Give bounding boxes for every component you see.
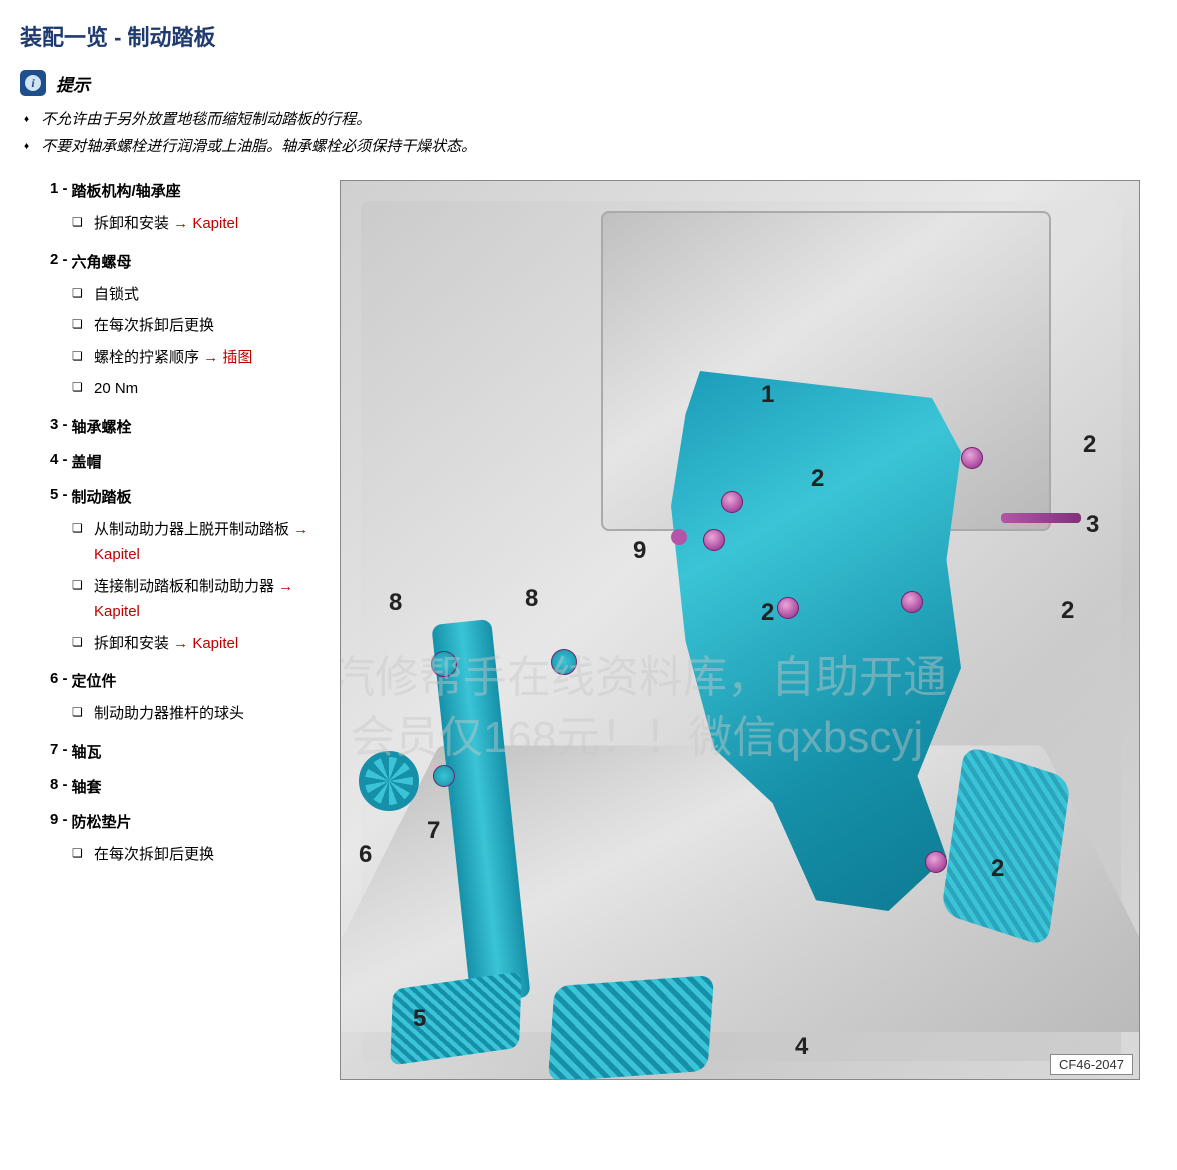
callout-label: 9 xyxy=(633,537,646,565)
part-block: 9 - 防松垫片在每次拆卸后更换 xyxy=(50,811,320,868)
part-block: 5 - 制动踏板从制动助力器上脱开制动踏板 → Kapitel 连接制动踏板和制动… xyxy=(50,486,320,657)
tip-header: i 提示 xyxy=(20,70,1157,96)
cap-4 xyxy=(548,975,714,1080)
part-sub-list: 自锁式在每次拆卸后更换螺栓的拧紧顺序 → 插图 20 Nm xyxy=(50,282,320,402)
part-block: 1 - 踏板机构/轴承座拆卸和安装 → Kapitel xyxy=(50,180,320,237)
callout-label: 4 xyxy=(795,1033,808,1061)
part-sub-list: 制动助力器推杆的球头 xyxy=(50,701,320,727)
exploded-figure: CF46-2047 汽修帮手在线资料库，自助开通会员仅168元！！微信qxbsc… xyxy=(340,180,1140,1080)
part-block: 8 - 轴套 xyxy=(50,776,320,797)
callout-label: 8 xyxy=(389,589,402,617)
part-sub-list: 从制动助力器上脱开制动踏板 → Kapitel 连接制动踏板和制动助力器 → Ka… xyxy=(50,517,320,657)
part-sub-list: 拆卸和安装 → Kapitel xyxy=(50,211,320,237)
page-title: 装配一览 - 制动踏板 xyxy=(20,20,1157,52)
accel-pedal-shape xyxy=(941,745,1071,948)
info-icon: i xyxy=(20,70,46,96)
part-header: 8 - 轴套 xyxy=(50,776,320,797)
part-sub-item: 拆卸和安装 → Kapitel xyxy=(72,631,320,657)
parts-list: 1 - 踏板机构/轴承座拆卸和安装 → Kapitel 2 - 六角螺母自锁式在每… xyxy=(20,180,320,881)
nut-shape xyxy=(901,591,923,613)
bushing-7 xyxy=(433,765,455,787)
part-sub-item: 制动助力器推杆的球头 xyxy=(72,701,320,727)
part-sub-item: 自锁式 xyxy=(72,282,320,308)
nut-shape xyxy=(925,851,947,873)
tip-item: 不允许由于另外放置地毯而缩短制动踏板的行程。 xyxy=(24,106,1157,133)
part-sub-item: 在每次拆卸后更换 xyxy=(72,313,320,339)
part-sub-item: 从制动助力器上脱开制动踏板 → Kapitel xyxy=(72,517,320,568)
part-sub-item: 20 Nm xyxy=(72,376,320,402)
tip-item: 不要对轴承螺栓进行润滑或上油脂。轴承螺栓必须保持干燥状态。 xyxy=(24,133,1157,160)
part-header: 9 - 防松垫片 xyxy=(50,811,320,832)
sleeve-8b xyxy=(551,649,577,675)
part-sub-item: 连接制动踏板和制动助力器 → Kapitel xyxy=(72,574,320,625)
part-header: 7 - 轴瓦 xyxy=(50,741,320,762)
tip-label: 提示 xyxy=(56,71,90,96)
part-block: 2 - 六角螺母自锁式在每次拆卸后更换螺栓的拧紧顺序 → 插图 20 Nm xyxy=(50,251,320,402)
callout-label: 2 xyxy=(991,855,1004,883)
ref-link[interactable]: → 插图 xyxy=(203,349,252,366)
callout-label: 2 xyxy=(761,599,774,627)
part-block: 4 - 盖帽 xyxy=(50,451,320,472)
nut-shape xyxy=(777,597,799,619)
figure-code: CF46-2047 xyxy=(1050,1054,1133,1075)
callout-label: 2 xyxy=(811,465,824,493)
part-sub-item: 在每次拆卸后更换 xyxy=(72,842,320,868)
part-header: 3 - 轴承螺栓 xyxy=(50,416,320,437)
part-header: 5 - 制动踏板 xyxy=(50,486,320,507)
callout-label: 3 xyxy=(1086,511,1099,539)
part-sub-item: 拆卸和安装 → Kapitel xyxy=(72,211,320,237)
part-header: 2 - 六角螺母 xyxy=(50,251,320,272)
nut-shape xyxy=(961,447,983,469)
part-block: 3 - 轴承螺栓 xyxy=(50,416,320,437)
part-block: 6 - 定位件制动助力器推杆的球头 xyxy=(50,670,320,727)
callout-label: 8 xyxy=(525,585,538,613)
ref-link[interactable]: → Kapitel xyxy=(173,635,238,652)
nut-shape xyxy=(703,529,725,551)
callout-label: 5 xyxy=(413,1005,426,1033)
part-header: 4 - 盖帽 xyxy=(50,451,320,472)
part-header: 6 - 定位件 xyxy=(50,670,320,691)
part-header: 1 - 踏板机构/轴承座 xyxy=(50,180,320,201)
ref-link[interactable]: → Kapitel xyxy=(94,578,293,621)
callout-label: 2 xyxy=(1083,431,1096,459)
ref-link[interactable]: → Kapitel xyxy=(94,521,308,564)
bolt-3 xyxy=(1001,513,1081,523)
callout-label: 1 xyxy=(761,381,774,409)
callout-label: 2 xyxy=(1061,597,1074,625)
part-sub-item: 螺栓的拧紧顺序 → 插图 xyxy=(72,345,320,371)
washer-9 xyxy=(671,529,687,545)
callout-label: 6 xyxy=(359,841,372,869)
nut-shape xyxy=(721,491,743,513)
ref-link[interactable]: → Kapitel xyxy=(173,215,238,232)
callout-label: 7 xyxy=(427,817,440,845)
tip-list: 不允许由于另外放置地毯而缩短制动踏板的行程。 不要对轴承螺栓进行润滑或上油脂。轴… xyxy=(20,106,1157,160)
sleeve-8a xyxy=(431,651,457,677)
part-sub-list: 在每次拆卸后更换 xyxy=(50,842,320,868)
locator-6 xyxy=(359,751,419,811)
part-block: 7 - 轴瓦 xyxy=(50,741,320,762)
